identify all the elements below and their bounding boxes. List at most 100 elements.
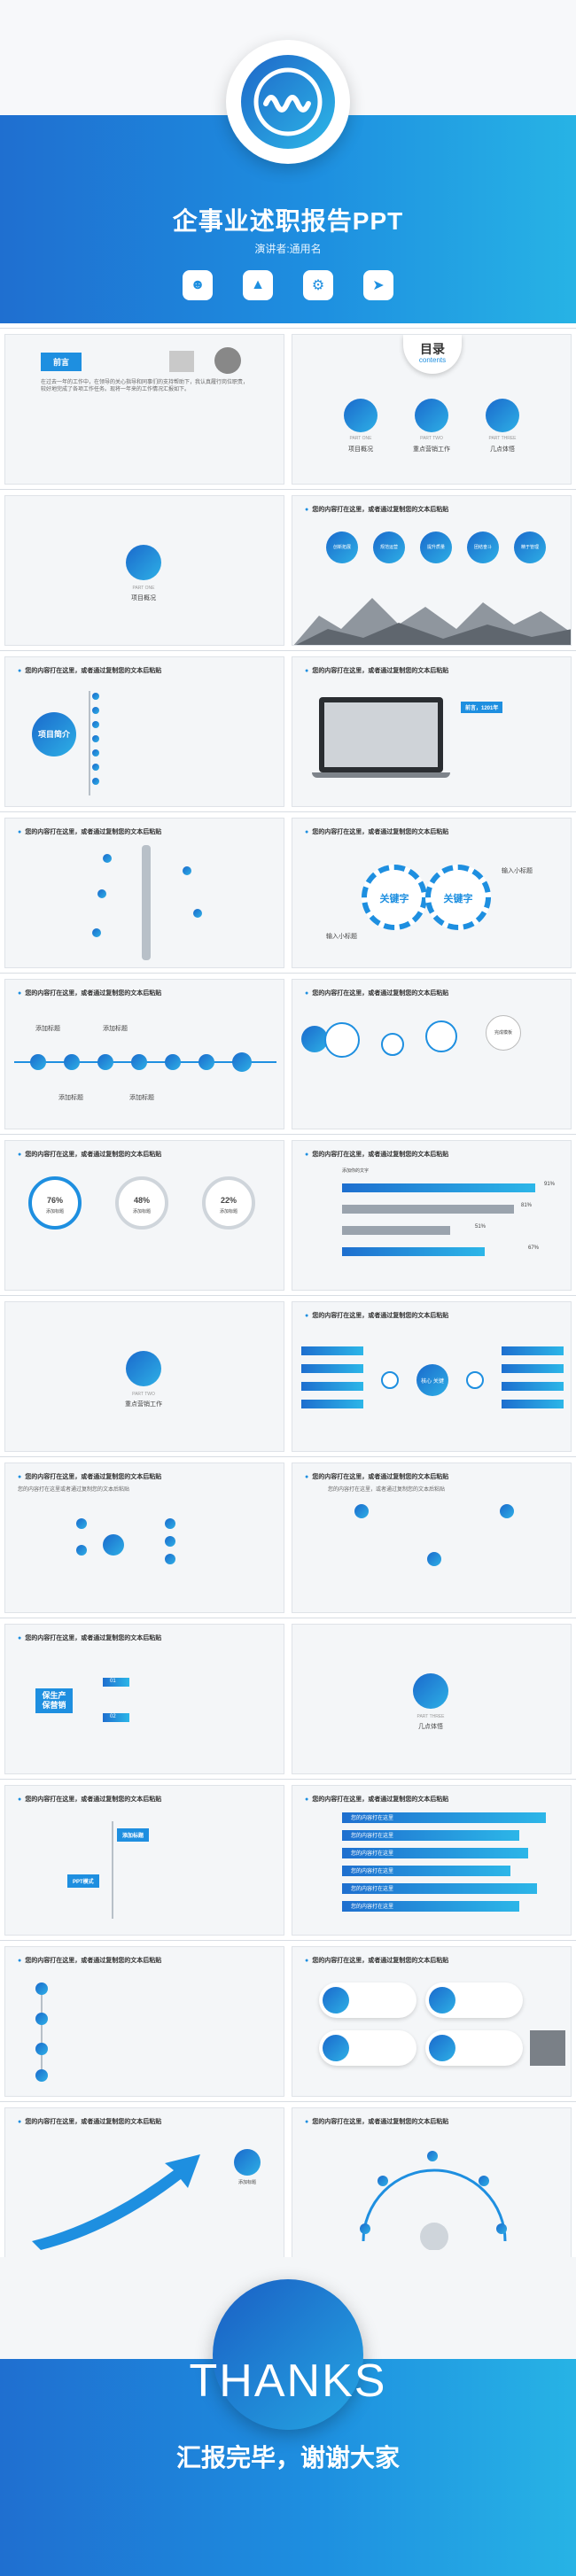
timeline-label-1: 添加标题 (35, 1026, 60, 1032)
process-slide: 您的内容打在这里，或者通过复制您的文本后粘贴 完成模板 (292, 979, 572, 1129)
timeline-slide: 您的内容打在这里，或者通过复制您的文本后粘贴 添加标题 添加标题 添加标题 添加… (4, 979, 284, 1129)
section-part: PART ONE (132, 586, 155, 591)
keyword-ring-2 (425, 865, 491, 930)
finish-label: 完成模板 (494, 1030, 512, 1036)
timeline-node (198, 1054, 214, 1070)
section-three-slide: PART THREE 几点体悟 (292, 1624, 572, 1774)
hbar-pct-1: 91% (544, 1182, 556, 1187)
hbar-1 (342, 1183, 536, 1192)
slide-heading: 您的内容打在这里，或者通过复制您的文本后粘贴 (18, 666, 161, 675)
photo-box-title: 前言，1201年 (461, 702, 503, 713)
timeline-node (165, 1054, 181, 1070)
hbar-pct-3: 51% (475, 1224, 486, 1230)
section-one-slide: PART ONE 项目概况 (4, 495, 284, 646)
toc-icon-3 (486, 399, 519, 432)
slide-heading: 您的内容打在这里，或者通过复制您的文本后粘贴 (305, 827, 448, 836)
hbar-2 (342, 1205, 515, 1214)
photo-slide: 您的内容打在这里，或者通过复制您的文本后粘贴 前言，1201年 (292, 656, 572, 807)
slide-row: 您的内容打在这里，或者通过复制您的文本后粘贴 添加标题 添加标题 添加标题 添加… (0, 973, 576, 1134)
hbar-slide: 您的内容打在这里，或者通过复制您的文本后粘贴 添加你的文字 91% 81% 51… (292, 1140, 572, 1291)
icons3-node-2 (427, 1552, 441, 1566)
bullet (92, 778, 99, 785)
laptop-base (312, 772, 450, 778)
timeline-node (131, 1054, 147, 1070)
assets-n1-label: 01 (110, 1679, 116, 1684)
chart-icon: ▲ (243, 270, 273, 300)
section-icon (126, 545, 161, 580)
hbar-4 (342, 1247, 485, 1256)
slide-heading: 您的内容打在这里，或者通过复制您的文本后粘贴 (305, 505, 448, 514)
slide-heading: 您的内容打在这里，或者通过复制您的文本后粘贴 (305, 1956, 448, 1965)
thanks-slide: THANKS 汇报完毕，谢谢大家 (0, 2257, 576, 2576)
toc-subtitle: contents (418, 356, 447, 364)
toc-item-2[interactable]: 重点营销工作 (413, 446, 450, 453)
cover-title: 企事业述职报告PPT (172, 207, 404, 235)
process-dot (301, 1026, 328, 1052)
chip-2 (373, 531, 405, 563)
hub-node (76, 1518, 87, 1529)
people-photo (169, 351, 194, 372)
slide-heading: 您的内容打在这里，或者通过复制您的文本后粘贴 (305, 1795, 448, 1804)
finish-hex (486, 1015, 521, 1051)
arc-node (360, 2223, 370, 2234)
slide-heading: 您的内容打在这里，或者通过复制您的文本后粘贴 (305, 666, 448, 675)
timeline-label-4: 添加标题 (129, 1095, 154, 1101)
rocket-icon: ➤ (363, 270, 393, 300)
chip-label-2: 规范运营 (379, 545, 398, 550)
section-icon (413, 1673, 448, 1709)
slide-row: 您的内容打在这里，或者通过复制您的文本后粘贴 添加标题 PPT模式 您的内容打在… (0, 1779, 576, 1940)
icons3-node-3 (500, 1504, 514, 1518)
list-bar-label: 您的内容打在这里 (351, 1834, 394, 1839)
slide-heading: 您的内容打在这里，或者通过复制您的文本后粘贴 (18, 2117, 161, 2126)
laptop-frame (319, 697, 443, 772)
section-part: PART TWO (132, 1392, 155, 1397)
toc-item-1[interactable]: 项目概况 (348, 446, 373, 453)
chip-3 (420, 531, 452, 563)
cover-slide: 企事业述职报告PPT 演讲者:通用名 ☻ ▲ ⚙ ➤ (0, 0, 576, 323)
keyword-2: 关键字 (443, 894, 473, 904)
assets-n2 (103, 1713, 129, 1722)
node (92, 928, 101, 937)
bullet (92, 721, 99, 728)
hbar-pct-4: 67% (528, 1245, 540, 1251)
toc-part-3: PART THREE (488, 436, 517, 441)
timeline-label-3: 添加标题 (58, 1095, 83, 1101)
slide-row: 您的内容打在这里，或者通过复制您的文本后粘贴 您的内容打在这里或者通过复制您的文… (0, 1456, 576, 1618)
ppt-line (112, 1821, 113, 1919)
toc-title: 目录 (420, 342, 445, 356)
arc-diagram (362, 2169, 507, 2250)
flow-row (301, 1400, 363, 1408)
percent-label-3: 添加标题 (219, 1209, 237, 1214)
card-icon (323, 1987, 349, 2013)
flow-row (301, 1346, 363, 1355)
percent-ring-3 (202, 1176, 255, 1230)
flow-center-label: 核心 关键 (421, 1379, 444, 1385)
keyword-1: 关键字 (379, 894, 409, 904)
timeline-node (232, 1052, 252, 1072)
flow-row (502, 1364, 564, 1373)
people-icon: ☻ (183, 270, 213, 300)
slide-heading: 您的内容打在这里，或者通过复制您的文本后粘贴 (18, 1633, 161, 1642)
timeline-node (30, 1054, 46, 1070)
list-bar (342, 1830, 519, 1841)
slide-row: 您的内容打在这里，或者通过复制您的文本后粘贴 您的内容打在这里，或者通过复制您的… (0, 811, 576, 973)
slide-row: 您的内容打在这里，或者通过复制您的文本后粘贴 添加标题 您的内容打在这里，或者通… (0, 2101, 576, 2262)
slide-heading: 您的内容打在这里，或者通过复制您的文本后粘贴 (305, 1150, 448, 1159)
toc-part-2: PART TWO (420, 436, 443, 441)
bracket-node (35, 2069, 48, 2082)
slide-row: 前言 在过去一年的工作中，在领导的关心指导和同事们的支持帮助下，我认真履行岗位职… (0, 328, 576, 489)
mountain-slide: 您的内容打在这里，或者通过复制您的文本后粘贴 创新拓展 规范运营 提升质量 团结… (292, 495, 572, 646)
toc-item-3[interactable]: 几点体悟 (490, 446, 515, 453)
cards-slide: 您的内容打在这里，或者通过复制您的文本后粘贴 (292, 1946, 572, 2097)
hub-slide: 您的内容打在这里，或者通过复制您的文本后粘贴 您的内容打在这里或者通过复制您的文… (4, 1463, 284, 1613)
intro-line (89, 691, 90, 795)
flow-center (416, 1364, 448, 1396)
section-two-slide: PART TWO 重点营销工作 (4, 1301, 284, 1452)
slide-grid: 前言 在过去一年的工作中，在领导的关心指导和同事们的支持帮助下，我认真履行岗位职… (0, 328, 576, 2262)
tree-trunk (142, 845, 151, 960)
percent-ring-1 (28, 1176, 82, 1230)
flow-left (381, 1371, 399, 1389)
portrait-photo (214, 347, 241, 374)
flow-row (502, 1346, 564, 1355)
tree-slide: 您的内容打在这里，或者通过复制您的文本后粘贴 (4, 818, 284, 968)
